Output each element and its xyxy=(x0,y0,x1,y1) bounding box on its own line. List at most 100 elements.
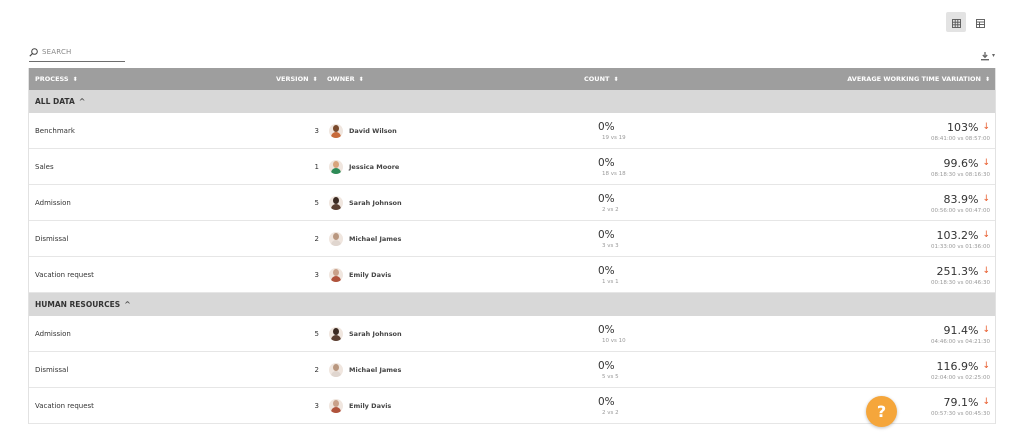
count-comparison: 10 vs 10 xyxy=(602,338,626,344)
table-header: PROCESS ⬍ VERSION ⬍ OWNER ⬍ COUNT ⬍ AVER… xyxy=(29,68,995,90)
column-header-avg-working-time[interactable]: AVERAGE WORKING TIME VARIATION ⬍ xyxy=(847,68,990,90)
table-row[interactable]: Benchmark 3 David Wilson 0% 19 vs 19 103… xyxy=(29,113,995,149)
avg-value: 79.1% xyxy=(943,395,979,409)
avg-value-wrap: 103.2% ↓ xyxy=(937,229,991,242)
count-value: 0% xyxy=(598,121,615,133)
avatar xyxy=(329,160,343,174)
column-header-owner[interactable]: OWNER ⬍ xyxy=(327,68,364,90)
caret-down-icon: ▾ xyxy=(991,52,995,59)
avg-comparison: 00:56:00 vs 00:47:00 xyxy=(930,207,990,214)
owner-name: Sarah Johnson xyxy=(349,199,402,207)
owner-name: Emily Davis xyxy=(349,402,392,410)
table-row[interactable]: Vacation request 3 Emily Davis 0% 2 vs 2… xyxy=(29,388,995,424)
owner-name: Jessica Moore xyxy=(349,163,400,171)
version-number: 2 xyxy=(314,366,319,374)
avg-value: 103.2% xyxy=(936,228,979,242)
process-name: Dismissal xyxy=(35,235,69,243)
avg-comparison: 04:46:00 vs 04:21:30 xyxy=(930,338,990,345)
count-cell: 0% 18 vs 18 xyxy=(589,149,649,185)
count-value: 0% xyxy=(598,229,615,241)
arrow-down-icon: ↓ xyxy=(982,325,990,335)
group-header[interactable]: HUMAN RESOURCES ^ xyxy=(29,293,995,316)
avg-cell: 79.1% ↓ 00:57:30 vs 00:45:30 xyxy=(931,388,990,424)
avg-comparison: 08:41:00 vs 08:57:00 xyxy=(930,135,990,142)
arrow-down-icon: ↓ xyxy=(982,194,990,204)
table-view-icon xyxy=(975,13,985,32)
column-header-process[interactable]: PROCESS ⬍ xyxy=(35,68,78,90)
count-comparison: 2 vs 2 xyxy=(602,207,619,213)
version-number: 1 xyxy=(314,163,319,171)
group-label: HUMAN RESOURCES xyxy=(35,300,121,309)
table-row[interactable]: Admission 5 Sarah Johnson 0% 10 vs 10 91… xyxy=(29,316,995,352)
avg-value: 116.9% xyxy=(936,359,979,373)
avg-comparison: 02:04:00 vs 02:25:00 xyxy=(930,374,990,381)
sort-icon: ⬍ xyxy=(312,75,318,83)
table-row[interactable]: Dismissal 2 Michael James 0% 3 vs 3 103.… xyxy=(29,221,995,257)
column-label: OWNER xyxy=(327,75,355,83)
owner-name: David Wilson xyxy=(349,127,397,135)
avg-cell: 103.2% ↓ 01:33:00 vs 01:36:00 xyxy=(931,221,990,257)
version-number: 3 xyxy=(314,402,319,410)
count-comparison: 19 vs 19 xyxy=(602,135,626,141)
count-cell: 0% 5 vs 5 xyxy=(589,352,649,388)
owner-cell: Sarah Johnson xyxy=(329,185,402,221)
count-cell: 0% 2 vs 2 xyxy=(589,185,649,221)
column-label: COUNT xyxy=(584,75,610,83)
search-input[interactable] xyxy=(42,47,122,56)
process-name: Vacation request xyxy=(35,271,94,279)
table-row[interactable]: Dismissal 2 Michael James 0% 5 vs 5 116.… xyxy=(29,352,995,388)
avg-value: 83.9% xyxy=(943,192,979,206)
avg-comparison: 08:18:30 vs 08:16:30 xyxy=(930,171,990,178)
sort-icon: ⬍ xyxy=(984,75,990,83)
avg-value: 91.4% xyxy=(943,323,979,337)
avg-cell: 116.9% ↓ 02:04:00 vs 02:25:00 xyxy=(931,352,990,388)
arrow-down-icon: ↓ xyxy=(982,266,990,276)
avg-comparison: 01:33:00 vs 01:36:00 xyxy=(930,243,990,250)
download-icon xyxy=(980,46,990,65)
avatar xyxy=(329,232,343,246)
sort-icon: ⬍ xyxy=(72,75,78,83)
chevron-up-icon: ^ xyxy=(78,97,86,106)
avatar xyxy=(329,124,343,138)
avg-cell: 103% ↓ 08:41:00 vs 08:57:00 xyxy=(931,113,990,149)
count-value: 0% xyxy=(598,324,615,336)
owner-name: Sarah Johnson xyxy=(349,330,402,338)
count-cell: 0% 2 vs 2 xyxy=(589,388,649,424)
count-comparison: 2 vs 2 xyxy=(602,410,619,416)
avg-value-wrap: 103% ↓ xyxy=(947,121,990,134)
owner-cell: Sarah Johnson xyxy=(329,316,402,352)
group-header[interactable]: ALL DATA ^ xyxy=(29,90,995,113)
avg-cell: 83.9% ↓ 00:56:00 vs 00:47:00 xyxy=(931,185,990,221)
version-number: 5 xyxy=(314,330,319,338)
avatar xyxy=(329,196,343,210)
count-cell: 0% 3 vs 3 xyxy=(589,221,649,257)
count-value: 0% xyxy=(598,193,615,205)
owner-cell: David Wilson xyxy=(329,113,397,149)
process-name: Sales xyxy=(35,163,54,171)
count-value: 0% xyxy=(598,157,615,169)
download-button[interactable]: ▾ xyxy=(980,46,995,65)
help-button[interactable]: ? xyxy=(866,396,897,427)
count-comparison: 18 vs 18 xyxy=(602,171,626,177)
owner-cell: Emily Davis xyxy=(329,257,391,293)
arrow-down-icon: ↓ xyxy=(982,158,990,168)
count-comparison: 5 vs 5 xyxy=(602,374,619,380)
column-header-count[interactable]: COUNT ⬍ xyxy=(584,68,618,90)
search-field xyxy=(29,42,125,62)
table-row[interactable]: Admission 5 Sarah Johnson 0% 2 vs 2 83.9… xyxy=(29,185,995,221)
column-header-version[interactable]: VERSION ⬍ xyxy=(276,68,318,90)
count-cell: 0% 1 vs 1 xyxy=(589,257,649,293)
table-row[interactable]: Sales 1 Jessica Moore 0% 18 vs 18 99.6% … xyxy=(29,149,995,185)
arrow-down-icon: ↓ xyxy=(982,122,990,132)
grid-view-button[interactable] xyxy=(946,12,966,32)
avg-value: 251.3% xyxy=(936,264,979,278)
version-number: 2 xyxy=(314,235,319,243)
table-row[interactable]: Vacation request 3 Emily Davis 0% 1 vs 1… xyxy=(29,257,995,293)
table-view-button[interactable] xyxy=(970,12,990,32)
avatar xyxy=(329,268,343,282)
version-number: 3 xyxy=(314,271,319,279)
avg-value-wrap: 99.6% ↓ xyxy=(944,157,991,170)
avg-comparison: 00:57:30 vs 00:45:30 xyxy=(930,410,990,417)
count-comparison: 3 vs 3 xyxy=(602,243,619,249)
count-comparison: 1 vs 1 xyxy=(602,279,619,285)
